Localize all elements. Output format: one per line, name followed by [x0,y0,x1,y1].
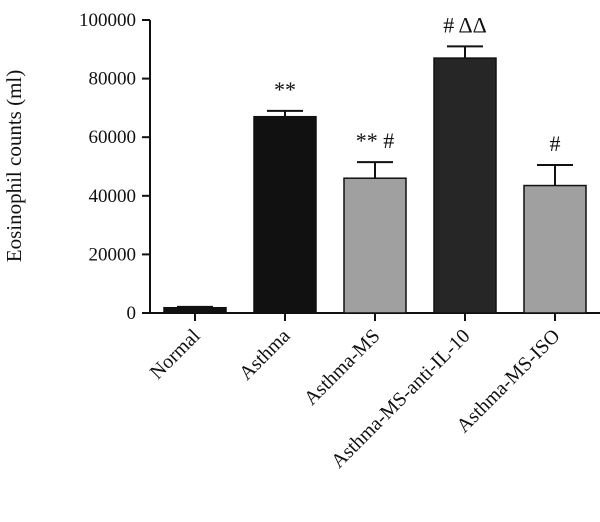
y-axis-title: Eosinophil counts (ml) [2,70,26,263]
significance-annotations: ** ** # # ΔΔ # [274,12,561,156]
bar [433,57,497,314]
significance-annotation: # [550,131,561,156]
x-tick-label: Normal [146,325,205,384]
bar [163,306,227,314]
y-tick-label: 20000 [89,244,137,265]
x-tick-label: Asthma-MS [300,325,385,410]
y-tick-label: 60000 [89,127,137,148]
significance-annotation: # ΔΔ [443,12,487,37]
x-tick-label: Asthma [235,325,295,385]
significance-annotation: ** [274,77,296,102]
bars [163,57,587,314]
y-tick-label: 0 [127,303,137,324]
y-ticks: 0 20000 40000 60000 80000 100000 [79,10,150,324]
significance-annotation: ** # [356,128,395,153]
bar [523,184,587,314]
y-tick-label: 40000 [89,186,137,207]
error-bars [177,45,573,308]
x-ticks: Normal Asthma Asthma-MSAsthma-MS-anti-IL-1… [146,313,565,473]
y-tick-label: 100000 [79,10,136,31]
y-tick-label: 80000 [89,69,137,90]
bar [253,115,317,314]
bar [343,177,407,314]
